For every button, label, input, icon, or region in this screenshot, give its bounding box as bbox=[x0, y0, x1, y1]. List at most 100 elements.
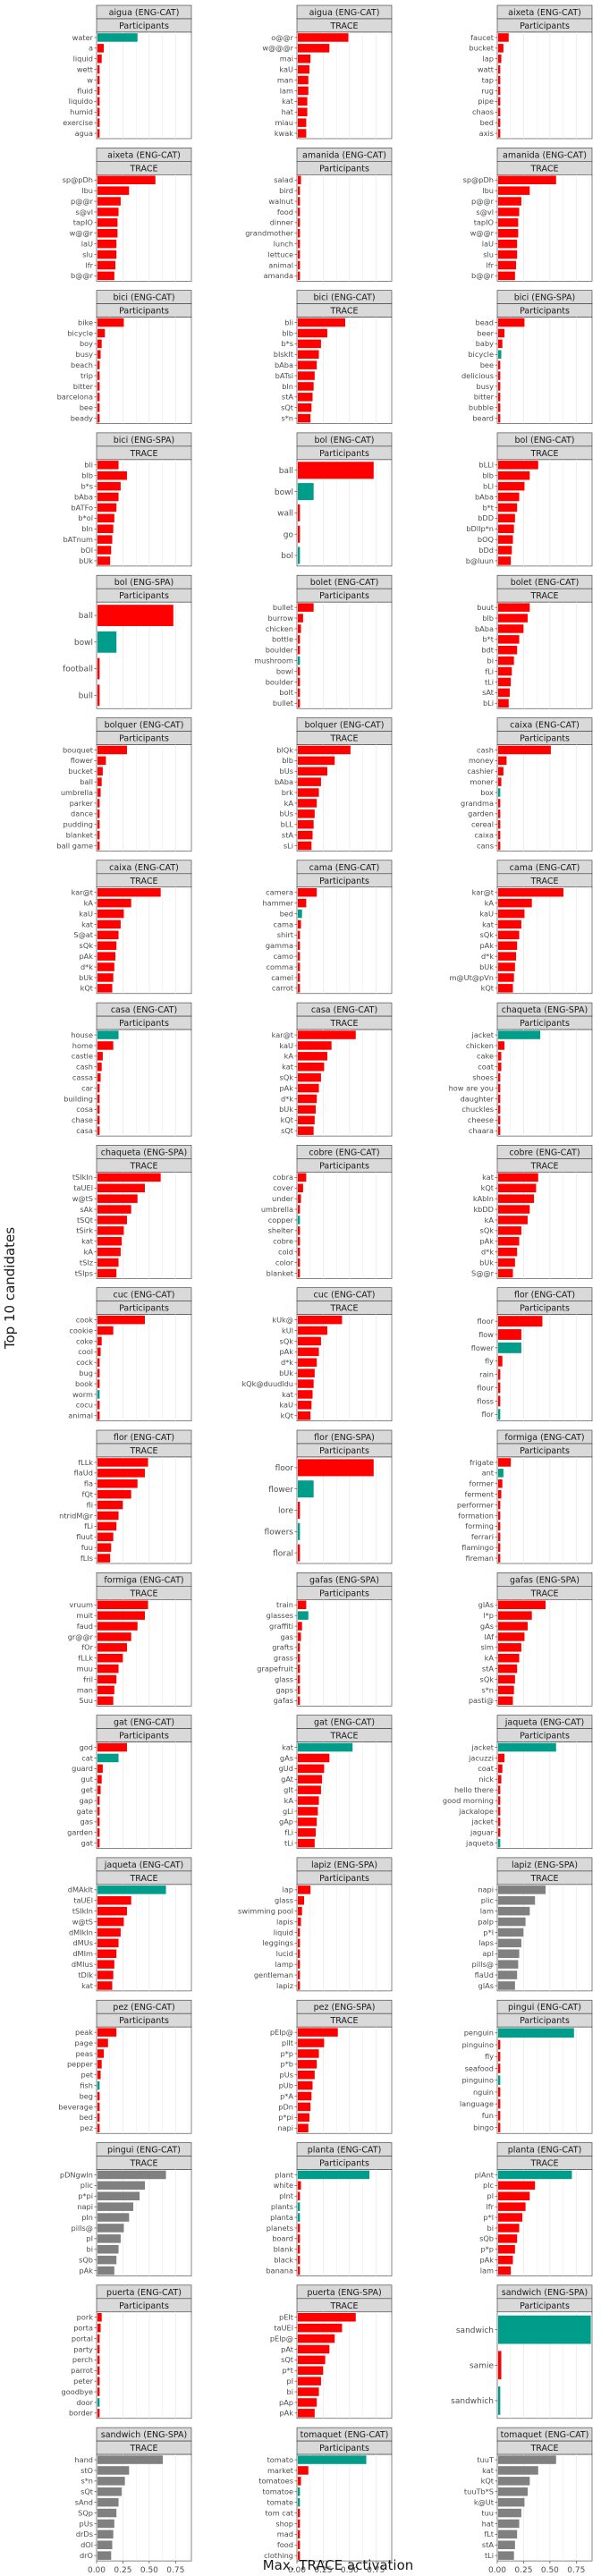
bar bbox=[298, 952, 300, 961]
bar-label: bicycle bbox=[468, 350, 494, 359]
bar bbox=[97, 524, 114, 534]
bar-label: bAba bbox=[74, 492, 93, 501]
bar bbox=[498, 1674, 515, 1684]
bar bbox=[97, 745, 127, 755]
bar-label: bUk bbox=[479, 962, 494, 971]
bar-label: fly bbox=[485, 2052, 494, 2061]
bar bbox=[298, 841, 312, 851]
bar bbox=[298, 614, 303, 623]
bar-label: d*k bbox=[481, 1248, 494, 1257]
facet-subtitle: Participants bbox=[319, 449, 369, 459]
bar-label: taUEl bbox=[274, 2324, 293, 2333]
bar bbox=[97, 186, 130, 195]
bar bbox=[498, 2170, 572, 2180]
bar-label: sAnd bbox=[75, 2498, 93, 2507]
plot-area bbox=[296, 174, 393, 282]
bar bbox=[498, 1764, 503, 1774]
bar bbox=[97, 2551, 112, 2560]
bar-label: box bbox=[480, 788, 494, 797]
bar bbox=[498, 1216, 528, 1224]
facet-title: chaqueta (ENG-SPA) bbox=[101, 1148, 188, 1157]
bar bbox=[498, 1105, 501, 1114]
bar-label: bucket bbox=[469, 44, 494, 53]
bar bbox=[298, 2519, 300, 2529]
bar bbox=[498, 1653, 520, 1663]
bar-label: wall bbox=[277, 510, 293, 519]
bar-label: pills@ bbox=[472, 1960, 494, 1969]
bar bbox=[298, 1653, 300, 1663]
facet-panel: aigua (ENG-CAT)Participantswateraliquidw… bbox=[63, 4, 192, 140]
bar bbox=[97, 756, 106, 766]
bar bbox=[97, 260, 116, 270]
bar-label: party bbox=[73, 2344, 93, 2353]
plot-area bbox=[496, 2026, 593, 2134]
bar-label: pudding bbox=[63, 820, 93, 829]
bar bbox=[298, 1807, 318, 1816]
bar bbox=[498, 524, 514, 534]
bar bbox=[97, 2038, 108, 2047]
bar bbox=[298, 1622, 302, 1631]
bar-label: tomatoes bbox=[258, 2477, 293, 2486]
bar-label: cock bbox=[76, 1358, 93, 1367]
x-tick-label: 0.50 bbox=[140, 2566, 158, 2575]
bar bbox=[298, 328, 327, 338]
bar-label: kat bbox=[482, 919, 495, 928]
bar-label: kQt bbox=[281, 1411, 294, 1420]
facet-title: pingui (ENG-CAT) bbox=[107, 2146, 181, 2156]
bar bbox=[97, 1083, 100, 1093]
bar bbox=[298, 1753, 330, 1763]
bar bbox=[97, 328, 106, 338]
bar-label: tomato bbox=[267, 2455, 293, 2464]
bar-label: parrot bbox=[71, 2366, 94, 2375]
bar bbox=[498, 2028, 574, 2038]
facet-panel: bolquer (ENG-CAT) Participants bouquet flow… bbox=[56, 717, 192, 852]
bar bbox=[97, 197, 121, 206]
bar-label: ant bbox=[482, 1469, 495, 1478]
bar-label: chicken bbox=[266, 624, 293, 633]
bar bbox=[97, 54, 102, 64]
bar-label: bATnum bbox=[63, 535, 93, 544]
bar bbox=[97, 1226, 124, 1235]
bar bbox=[97, 1458, 148, 1467]
bar-label: cobra bbox=[273, 1173, 293, 1182]
plot-area bbox=[96, 31, 192, 140]
bar-label: palp bbox=[478, 1917, 494, 1926]
bar bbox=[298, 218, 300, 227]
bar-label: gentleman bbox=[254, 1970, 293, 1979]
bar-label: Suu bbox=[79, 1696, 93, 1705]
bar bbox=[97, 1906, 127, 1916]
bar bbox=[498, 2315, 591, 2344]
bar-label: laU bbox=[81, 240, 93, 249]
bar bbox=[97, 2049, 105, 2058]
bar bbox=[298, 1838, 315, 1848]
bar-label: shop bbox=[275, 2519, 293, 2528]
bar-label: tSirk bbox=[76, 1226, 93, 1235]
bar bbox=[97, 898, 131, 908]
bar bbox=[97, 1052, 103, 1061]
bar-label: kat bbox=[282, 1063, 294, 1072]
bar bbox=[298, 1664, 300, 1674]
bar-label: jacket bbox=[471, 1818, 495, 1826]
bar-label: pAk bbox=[79, 952, 93, 961]
bar-label: border bbox=[69, 2409, 94, 2418]
bar-label: frigate bbox=[470, 1458, 494, 1467]
bar bbox=[298, 2244, 300, 2254]
bar-label: watt bbox=[478, 65, 495, 74]
axes-layer: 0.00 0.25 0.50 0.75 0.00 0.25 0.50 0.75 0.00 0.25… bbox=[88, 2561, 585, 2575]
bar bbox=[97, 2102, 100, 2112]
bar-label: go bbox=[284, 530, 294, 539]
bar bbox=[97, 1216, 127, 1224]
bar bbox=[97, 930, 119, 940]
bar bbox=[298, 1379, 314, 1388]
bar bbox=[498, 107, 501, 117]
bar bbox=[298, 603, 314, 612]
facet-title: cama (ENG-CAT) bbox=[309, 863, 380, 873]
bar bbox=[97, 492, 119, 502]
facet-panel: sandwich (ENG-SPA) Participants sandwich sa… bbox=[451, 2284, 593, 2419]
bar bbox=[97, 97, 100, 106]
bar-label: flower bbox=[268, 1486, 293, 1495]
bar bbox=[97, 44, 105, 53]
bar-label: pet bbox=[81, 2071, 94, 2080]
